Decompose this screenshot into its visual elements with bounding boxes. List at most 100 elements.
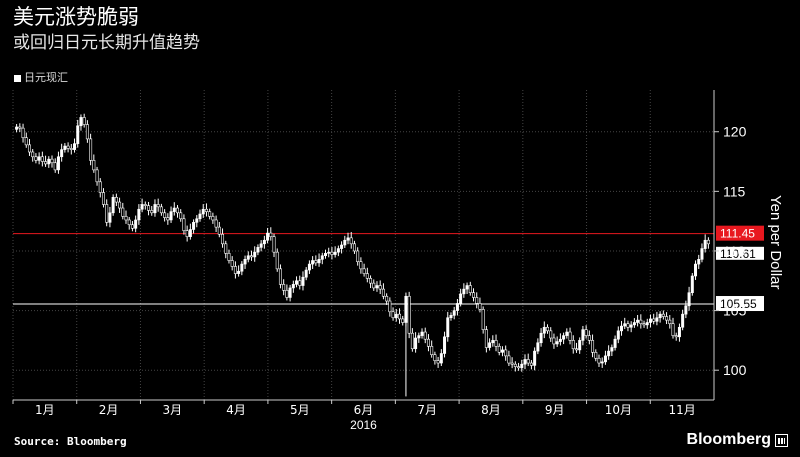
x-tick-label: 3月 [162,403,182,417]
candle-body [526,359,530,364]
candle-body [507,355,511,364]
candle-body [314,260,318,264]
candle-body [372,282,376,289]
candle-body [79,117,83,127]
candle-body [288,287,292,298]
candle-body [269,232,273,237]
candle-body [478,303,482,310]
reference-value-label: 111.45 [720,227,755,241]
y-tick-label: 110 [723,243,746,259]
candle-body [658,313,662,319]
candle-body [101,192,105,205]
candle-body [69,148,73,150]
candle-body [565,331,569,336]
y-axis-title: Yen per Dollar [767,195,784,290]
candle-body [330,251,334,255]
candle-body [436,360,440,364]
candle-body [581,329,585,341]
candle-body [430,346,434,355]
candle-body [243,259,247,265]
candle-body [420,331,424,336]
candle-body [340,244,344,249]
candle-body [613,338,617,348]
y-tick-label: 100 [723,362,747,378]
candle-body [488,342,492,348]
candle-body [47,158,51,165]
candle-body [703,239,707,249]
candle-body [484,329,488,348]
candle-body [140,204,144,210]
candle-body [410,332,414,350]
x-tick-label: 11月 [668,403,695,417]
candle-body [562,335,566,340]
candle-body [134,219,138,229]
reference-value-box [716,225,764,241]
candle-body [56,156,60,171]
candle-body [114,197,118,203]
axes [12,90,719,404]
candle-body [31,151,35,158]
candle-body [668,319,672,324]
candle-body [259,243,263,248]
candle-body [85,124,89,140]
candle-body [697,259,701,265]
candle-body [607,350,611,357]
y-tick-label: 105 [723,303,747,319]
candle-body [616,330,620,340]
candle-body [166,217,170,221]
x-tick-label: 5月 [290,403,310,417]
candle-body [472,292,476,298]
candle-body [204,208,208,212]
candle-body [285,290,289,298]
candle-body [349,237,353,245]
candle-body [130,224,134,229]
reference-value-label: 105.55 [720,297,757,311]
chart-title: 美元涨势脆弱 [13,5,139,29]
candle-body [674,335,678,338]
reference-value-box [716,296,764,312]
candle-body [433,354,437,361]
grid-lines [12,90,715,400]
candle-body [66,145,70,149]
candle-body [282,284,286,291]
candle-body [629,324,633,328]
candle-body [95,169,99,183]
candle-body [642,323,646,326]
candle-body [175,207,179,214]
candle-body [552,337,556,345]
y-tick-label: 120 [723,124,747,140]
candle-body [127,219,131,226]
candle-body [249,255,253,258]
candle-body [240,263,244,272]
candle-body [37,156,41,161]
candle-body [462,288,466,295]
candle-body [546,326,550,332]
bloomberg-chart-icon [775,433,788,447]
candle-body [481,309,485,330]
candle-body [375,285,379,289]
candle-body [620,325,624,332]
candle-body [694,263,698,277]
candle-body [452,310,456,316]
candle-body [111,197,115,214]
candle-body [108,212,112,223]
candle-body [233,266,237,274]
candle-body [211,216,215,221]
candle-body [34,156,38,161]
candle-body [188,229,192,237]
candle-body [542,326,546,334]
candle-body [118,201,122,209]
candle-body [388,300,392,313]
candle-body [137,208,141,221]
candle-body [687,292,691,307]
candle-body [124,216,128,221]
legend-swatch [14,74,21,82]
candle-body [272,236,276,253]
candle-body [301,276,305,286]
candle-body [426,338,430,347]
candle-body [491,340,495,344]
candle-body [21,127,25,138]
candle-body [153,204,157,214]
candle-body [414,337,418,350]
